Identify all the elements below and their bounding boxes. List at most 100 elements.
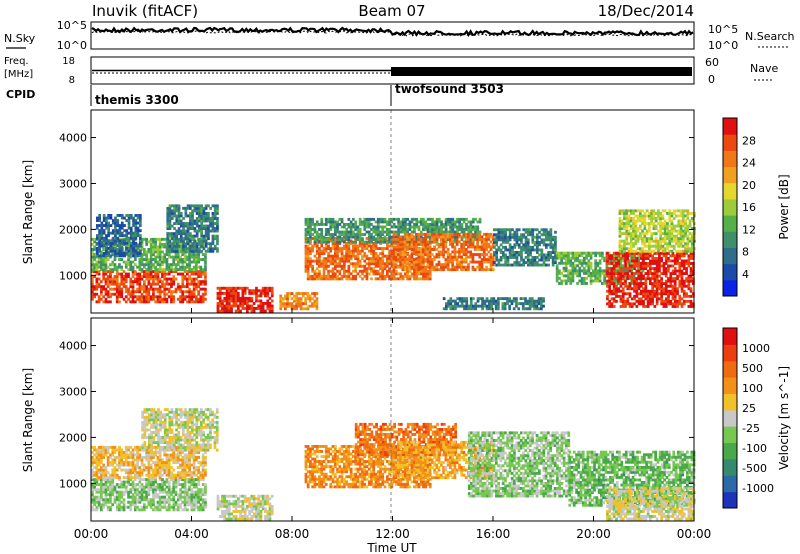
data-cell [186,272,189,276]
data-cell [440,220,443,224]
data-cell [356,259,360,263]
data-cell [246,302,249,305]
data-cell [520,256,523,259]
data-cell [430,232,434,236]
data-cell [372,269,376,273]
data-cell [105,216,108,220]
data-cell [105,219,108,222]
data-cell [608,284,611,288]
data-cell [318,257,321,261]
data-cell [383,277,387,281]
data-cell [406,243,409,246]
data-cell [478,230,482,234]
data-cell [617,294,621,298]
data-cell [415,250,418,254]
data-cell [248,291,251,295]
data-cell [511,251,514,254]
data-cell [455,255,459,259]
data-cell [451,255,454,259]
data-cell [392,255,396,259]
data-cell [558,282,561,285]
data-cell [131,292,135,296]
data-cell [637,262,641,265]
data-cell [482,253,486,256]
data-cell [120,292,124,296]
data-cell [653,251,657,255]
data-cell [129,282,133,286]
data-cell [388,249,391,253]
data-cell [451,237,454,241]
data-cell [318,264,321,268]
data-cell [603,274,606,278]
data-cell [343,259,346,263]
data-cell [624,262,627,265]
data-cell [311,292,314,295]
data-cell [589,266,593,270]
data-cell [197,258,200,261]
data-cell [392,269,396,273]
data-cell [469,245,473,249]
data-cell [168,204,172,208]
data-cell [410,274,414,278]
data-cell [399,253,402,256]
data-cell [651,262,654,265]
data-cell [542,253,546,257]
data-cell [464,255,468,259]
data-cell [313,259,317,263]
data-cell [667,251,670,255]
data-cell [120,226,124,230]
data-cell [483,302,487,306]
data-cell [109,239,113,243]
data-cell [329,262,333,266]
data-cell [589,271,593,275]
data-cell [506,299,509,303]
data-cell [120,277,124,281]
data-cell [372,228,376,231]
data-cell [234,294,238,298]
data-cell [147,275,151,278]
data-cell [193,209,197,213]
data-cell [612,299,616,303]
data-cell [183,290,187,294]
data-cell [248,304,251,308]
data-cell [437,243,441,246]
data-cell [615,287,618,291]
data-cell [182,232,185,236]
data-cell [573,251,577,255]
data-cell [381,252,385,255]
data-cell [192,290,196,294]
data-region-1 [91,270,207,304]
data-cell [109,287,112,291]
data-cell [442,297,446,301]
freq-strip: 18 8 60 0 Freq. [MHz] Nave [4,56,778,86]
data-cell [471,265,475,269]
data-cell [345,259,348,263]
data-cell [410,232,414,236]
data-cell [545,256,548,259]
data-cell [379,235,382,239]
data-cell [322,277,326,281]
data-cell [446,263,450,267]
data-cell [542,304,545,308]
data-cell [109,214,113,217]
data-cell [313,304,317,308]
data-cell [589,276,593,280]
data-cell [406,232,409,236]
data-cell [349,272,353,276]
data-cell [630,297,634,301]
data-cell [179,237,183,241]
data-cell [102,263,105,267]
data-cell [104,270,108,273]
data-cell [191,224,194,228]
data-cell [542,230,546,234]
data-cell [149,248,153,251]
data-cell [186,285,189,289]
data-cell [547,258,550,262]
data-cell [558,269,561,273]
data-cell [660,279,663,283]
data-cell [537,307,541,311]
data-cell [589,282,593,285]
data-cell [158,258,162,261]
data-cell [633,251,636,255]
data-cell [687,277,691,281]
